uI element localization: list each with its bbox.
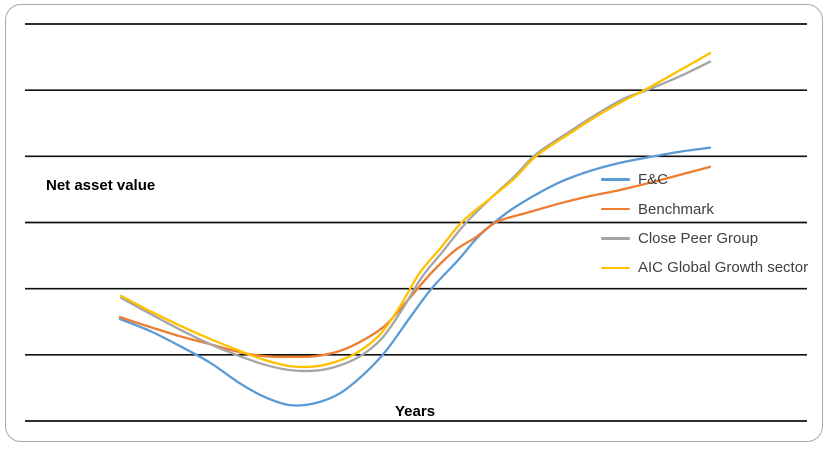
legend-label-aic-global-growth-sector: AIC Global Growth sector (638, 259, 809, 277)
x-axis-title: Years (395, 403, 436, 420)
legend-label-benchmark: Benchmark (638, 200, 714, 218)
legend-swatch-close-peer-group (601, 237, 630, 240)
legend-label-f-c: F&C (638, 171, 668, 189)
series-line-close-peer-group (120, 60, 712, 373)
series-line-aic-global-growth-sector (120, 51, 712, 369)
legend-swatch-benchmark (601, 207, 630, 211)
legend: F&C Benchmark Close Peer Group AIC Global G… (601, 165, 808, 283)
chart-border-frame (5, 4, 823, 442)
legend-item-close-peer-group: Close Peer Group (601, 224, 808, 253)
legend-swatch-aic-global-growth-sector (601, 266, 630, 270)
legend-item-aic-global-growth-sector: AIC Global Growth sector (601, 253, 808, 282)
legend-item-f-c: F&C (601, 165, 808, 194)
legend-swatch-f-c (601, 178, 630, 181)
series-line-f-c (118, 146, 712, 407)
y-axis-title: Net asset value (46, 177, 156, 194)
legend-label-close-peer-group: Close Peer Group (638, 229, 759, 247)
legend-item-benchmark: Benchmark (601, 194, 808, 223)
